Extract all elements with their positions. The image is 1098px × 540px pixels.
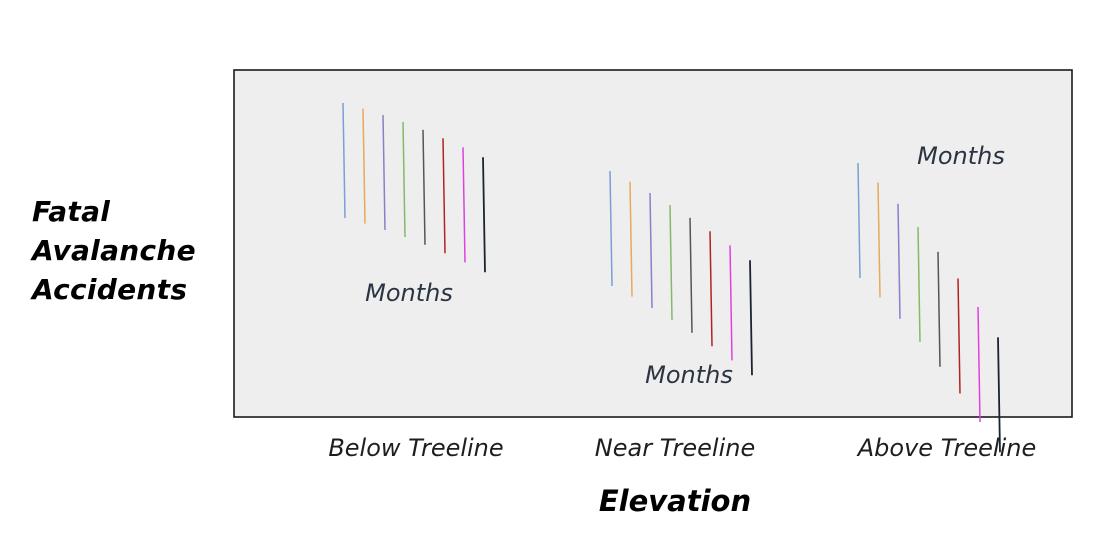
- month-line-2: [362, 108, 366, 224]
- month-line-4: [669, 205, 673, 321]
- month-line-8: [482, 157, 486, 273]
- month-line-6: [442, 138, 446, 254]
- month-lines-above-treeline: Months: [857, 142, 1005, 453]
- x-axis-title: Elevation: [598, 484, 752, 518]
- y-title-line-3: Accidents: [32, 273, 188, 306]
- month-line-3: [382, 114, 386, 231]
- month-line-3: [897, 203, 901, 319]
- month-line-4: [402, 122, 406, 238]
- month-line-7: [977, 306, 981, 423]
- months-label-near-treeline: Months: [645, 361, 733, 389]
- y-title-line-1: Fatal: [32, 195, 111, 228]
- months-label-below-treeline: Months: [365, 279, 453, 307]
- month-lines-near-treeline: Months: [609, 170, 753, 389]
- month-line-8: [749, 260, 753, 376]
- month-line-3: [649, 192, 653, 309]
- month-line-8: [997, 337, 1001, 453]
- month-line-5: [422, 129, 426, 245]
- month-line-4: [917, 226, 921, 342]
- plot-panel: [233, 69, 1073, 418]
- y-title-line-2: Avalanche: [32, 234, 196, 267]
- month-lines-below-treeline: Months: [342, 102, 486, 307]
- y-axis-title: Fatal Avalanche Accidents: [32, 192, 232, 309]
- months-label-above-treeline: Months: [917, 142, 1005, 170]
- month-line-2: [877, 182, 881, 298]
- month-line-2: [629, 181, 633, 297]
- month-line-5: [689, 217, 693, 333]
- month-line-5: [937, 251, 941, 367]
- category-label-near-treeline: Near Treeline: [594, 434, 756, 462]
- month-line-7: [729, 245, 733, 361]
- month-line-6: [957, 278, 961, 394]
- category-label-above-treeline: Above Treeline: [857, 434, 1037, 462]
- category-label-below-treeline: Below Treeline: [328, 434, 504, 462]
- month-line-1: [857, 162, 861, 279]
- month-line-1: [609, 170, 613, 287]
- month-line-1: [342, 102, 346, 219]
- month-line-7: [462, 147, 466, 263]
- month-line-6: [709, 231, 713, 347]
